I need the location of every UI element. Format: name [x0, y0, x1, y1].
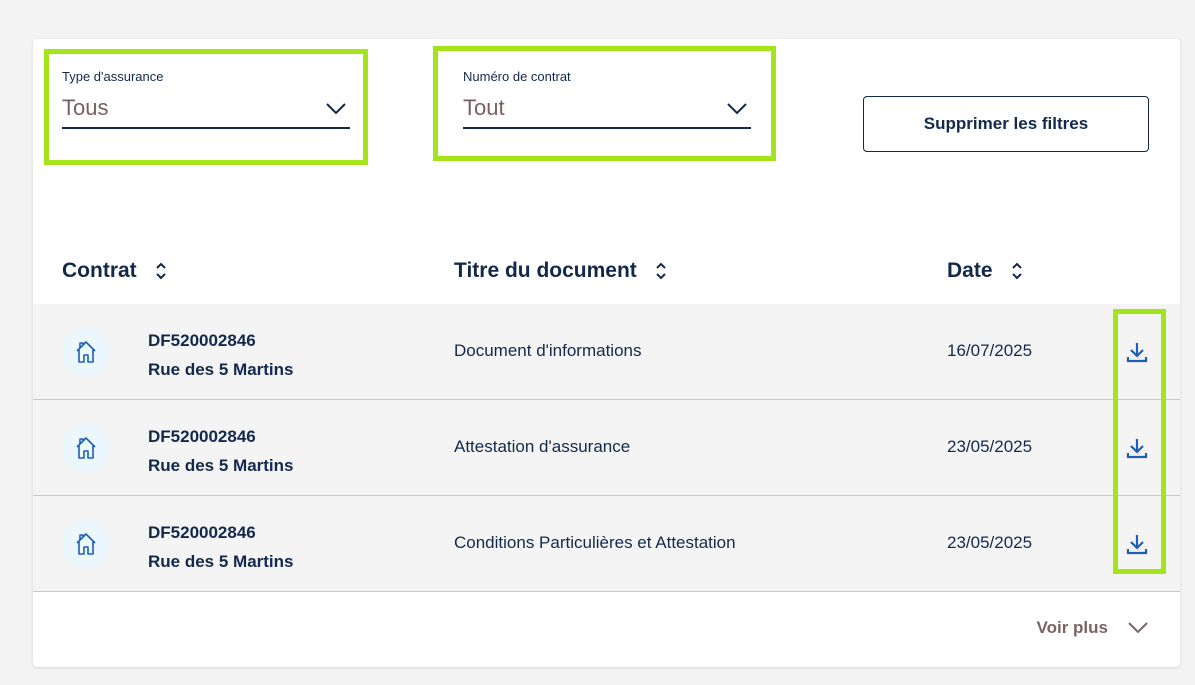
sort-icon — [155, 262, 166, 280]
insurance-type-value: Tous — [62, 95, 109, 120]
contract-number-label: Numéro de contrat — [463, 69, 571, 84]
download-icon[interactable] — [1125, 340, 1149, 364]
sort-icon — [1011, 262, 1022, 280]
select-underline — [62, 127, 350, 129]
chevron-down-icon — [1128, 622, 1148, 634]
contract-number-value: Tout — [463, 95, 505, 120]
documents-card: Type d'assurance Tous Numéro de contrat … — [33, 39, 1180, 667]
sort-contract-header[interactable]: Contrat — [62, 259, 167, 283]
document-title[interactable]: Attestation d'assurance — [454, 437, 631, 456]
contract-number: DF520002846 — [148, 523, 256, 542]
header-label: Contrat — [62, 259, 137, 282]
clear-filters-button[interactable]: Supprimer les filtres — [863, 96, 1149, 152]
table-row: DF520002846 Rue des 5 Martins Conditions … — [33, 496, 1180, 592]
table-row: DF520002846 Rue des 5 Martins Attestation… — [33, 400, 1180, 496]
document-title[interactable]: Document d'informations — [454, 341, 642, 360]
sort-date-header[interactable]: Date — [947, 259, 1023, 283]
show-more-label: Voir plus — [1036, 618, 1108, 637]
header-label: Date — [947, 259, 993, 282]
select-underline — [463, 127, 751, 129]
sort-icon — [656, 262, 666, 280]
download-icon[interactable] — [1125, 436, 1149, 460]
home-icon — [62, 520, 110, 568]
contract-number-select[interactable]: Numéro de contrat Tout — [463, 69, 751, 139]
document-title[interactable]: Conditions Particulières et Attestation — [454, 533, 736, 552]
contract-address: Rue des 5 Martins — [148, 456, 294, 475]
document-date: 16/07/2025 — [947, 341, 1033, 360]
document-date: 23/05/2025 — [947, 533, 1033, 552]
contract-address: Rue des 5 Martins — [148, 360, 294, 379]
show-more-button[interactable]: Voir plus — [1037, 618, 1148, 638]
home-icon — [62, 328, 110, 376]
table-row: DF520002846 Rue des 5 Martins Document d'… — [33, 304, 1180, 400]
download-icon[interactable] — [1125, 532, 1149, 556]
header-label: Titre du document — [454, 259, 637, 282]
insurance-type-label: Type d'assurance — [62, 69, 164, 84]
insurance-type-select[interactable]: Type d'assurance Tous — [62, 69, 350, 139]
chevron-down-icon — [727, 103, 747, 115]
contract-number: DF520002846 — [148, 331, 256, 350]
contract-number: DF520002846 — [148, 427, 256, 446]
document-date: 23/05/2025 — [947, 437, 1033, 456]
home-icon — [62, 424, 110, 472]
chevron-down-icon — [326, 103, 346, 115]
contract-address: Rue des 5 Martins — [148, 552, 294, 571]
sort-title-header[interactable]: Titre du document — [454, 259, 667, 283]
